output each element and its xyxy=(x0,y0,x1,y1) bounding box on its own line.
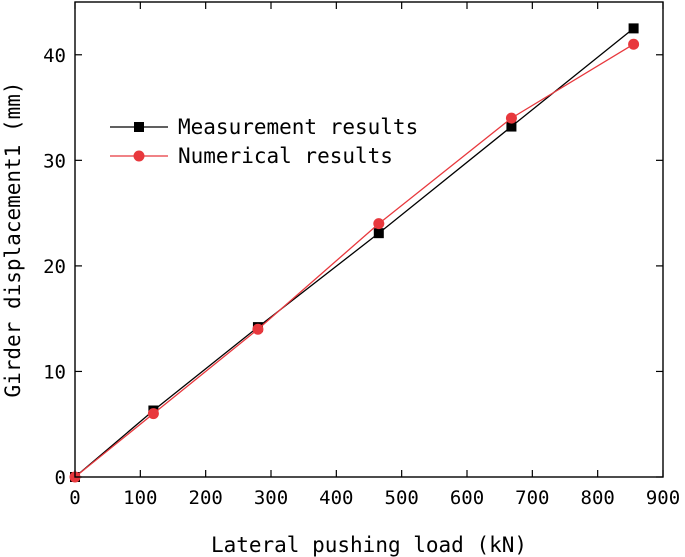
legend-item: Numerical results xyxy=(110,144,393,168)
data-point xyxy=(147,408,159,420)
y-tick-label: 0 xyxy=(55,467,66,489)
tick-labels: 0 100 200 300 400 500 600 700 800 900 0 10 20 30 40 xyxy=(43,45,680,509)
legend-label: Measurement results xyxy=(178,115,418,139)
x-tick-label: 900 xyxy=(646,487,680,509)
data-point xyxy=(628,38,640,50)
legend-label: Numerical results xyxy=(178,144,393,168)
x-tick-label: 500 xyxy=(385,487,419,509)
x-tick-label: 0 xyxy=(69,487,80,509)
legend: Measurement results Numerical results xyxy=(110,115,418,168)
legend-marker xyxy=(133,150,145,162)
plot-frame xyxy=(74,1,664,478)
x-tick-label: 300 xyxy=(254,487,288,509)
series-1 xyxy=(69,38,640,483)
x-tick-label: 700 xyxy=(515,487,549,509)
y-tick-label: 30 xyxy=(43,150,66,172)
y-tick-label: 40 xyxy=(43,45,66,67)
legend-item: Measurement results xyxy=(110,115,418,139)
x-tick-label: 800 xyxy=(581,487,615,509)
data-point xyxy=(505,112,517,124)
y-axis-title: Girder displacement1 (mm) xyxy=(1,81,25,397)
x-tick-label: 200 xyxy=(189,487,223,509)
data-point xyxy=(506,121,517,132)
x-tick-label: 400 xyxy=(319,487,353,509)
data-point xyxy=(628,23,639,34)
axis-ticks xyxy=(74,2,664,478)
series-line xyxy=(74,27,635,478)
series-line xyxy=(74,43,634,478)
data-point xyxy=(252,323,264,335)
y-tick-label: 10 xyxy=(43,361,66,383)
x-axis-title: Lateral pushing load (kN) xyxy=(211,533,527,557)
data-point xyxy=(373,218,385,230)
x-tick-label: 100 xyxy=(123,487,157,509)
data-point xyxy=(373,228,384,239)
series-layer xyxy=(69,23,640,483)
x-tick-label: 600 xyxy=(450,487,484,509)
legend-marker xyxy=(134,122,144,132)
y-tick-label: 20 xyxy=(43,256,66,278)
